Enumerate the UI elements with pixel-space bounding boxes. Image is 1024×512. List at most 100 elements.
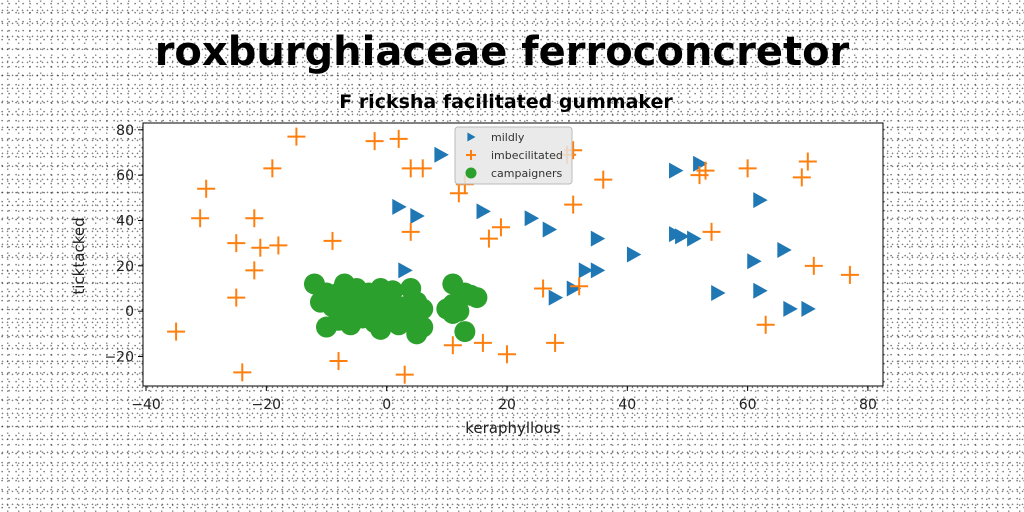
y-tick-label: 20: [116, 259, 134, 275]
data-point-imbecilitated: [233, 363, 252, 382]
data-point-imbecilitated: [840, 265, 859, 284]
data-point-imbecilitated: [491, 218, 510, 237]
x-tick-label: 0: [382, 397, 391, 413]
data-point-imbecilitated: [546, 333, 565, 352]
data-point-mildly: [753, 192, 768, 209]
y-tick-label: 40: [116, 213, 134, 229]
data-point-mildly: [669, 226, 684, 243]
data-point-imbecilitated: [534, 279, 553, 298]
data-point-imbecilitated: [413, 159, 432, 178]
data-point-imbecilitated: [443, 336, 462, 355]
data-point-mildly: [524, 210, 540, 227]
data-point-campaigners: [328, 282, 350, 304]
data-point-imbecilitated: [323, 231, 342, 250]
data-point-imbecilitated: [738, 159, 757, 178]
data-point-mildly: [578, 262, 594, 279]
data-point-imbecilitated: [263, 159, 282, 178]
data-point-campaigners: [388, 305, 410, 327]
data-point-mildly: [398, 262, 413, 279]
y-axis: −20 0 20 40 60 80: [104, 123, 143, 366]
data-point-imbecilitated: [570, 277, 589, 296]
data-point-mildly: [777, 241, 792, 258]
data-point-mildly: [747, 253, 762, 270]
x-tick-label: 40: [618, 397, 636, 413]
data-point-campaigners: [376, 287, 398, 309]
data-point-campaigners: [454, 321, 476, 343]
data-point-mildly: [801, 300, 816, 317]
chart-title: roxburghiaceae ferroconcretor: [155, 29, 850, 75]
y-tick-label: 80: [116, 123, 134, 139]
data-point-mildly: [542, 221, 558, 238]
data-point-imbecilitated: [702, 222, 721, 241]
legend-marker-mildly: [467, 132, 476, 142]
data-point-imbecilitated: [594, 170, 613, 189]
data-point-mildly: [687, 230, 702, 247]
data-point-imbecilitated: [792, 168, 811, 187]
data-point-imbecilitated: [696, 161, 715, 180]
data-point-imbecilitated: [479, 229, 498, 248]
data-point-campaigners: [412, 298, 434, 320]
data-point-imbecilitated: [227, 234, 246, 253]
data-point-mildly: [753, 282, 768, 299]
legend-label: campaigners: [491, 167, 563, 180]
data-point-imbecilitated: [401, 222, 420, 241]
legend: mildly imbecilitated campaigners: [454, 126, 573, 185]
data-point-imbecilitated: [245, 261, 264, 280]
data-point-mildly: [669, 162, 684, 179]
legend-label: imbecilitated: [491, 149, 563, 162]
y-tick-label: 0: [125, 304, 134, 320]
x-tick-label: 60: [739, 397, 757, 413]
data-point-imbecilitated: [389, 129, 408, 148]
data-point-mildly: [711, 285, 726, 302]
x-axis: −40 −20 0 20 40 60 80: [131, 386, 877, 413]
data-point-imbecilitated: [497, 345, 516, 364]
data-point-mildly: [410, 207, 425, 224]
data-point-campaigners: [466, 287, 488, 309]
data-point-campaigners: [352, 287, 374, 309]
legend-marker-imbecilitated: [466, 150, 476, 160]
data-point-imbecilitated: [269, 236, 288, 255]
data-point-imbecilitated: [227, 288, 246, 307]
data-point-imbecilitated: [756, 315, 775, 334]
x-tick-label: 80: [859, 397, 877, 413]
legend-label: mildly: [491, 131, 525, 144]
data-point-campaigners: [406, 323, 428, 345]
data-point-imbecilitated: [245, 209, 264, 228]
data-point-imbecilitated: [365, 132, 384, 151]
data-point-mildly: [590, 230, 606, 247]
data-point-mildly: [626, 246, 642, 263]
data-point-mildly: [783, 300, 798, 317]
data-point-imbecilitated: [167, 322, 186, 341]
y-axis-label: ticktacked: [70, 217, 88, 294]
y-tick-label: 60: [116, 168, 134, 184]
legend-box: [454, 126, 573, 185]
legend-marker-campaigners: [465, 167, 477, 179]
data-point-imbecilitated: [395, 365, 414, 384]
data-point-campaigners: [370, 318, 392, 340]
data-point-imbecilitated: [197, 179, 216, 198]
data-point-campaigners: [334, 302, 356, 324]
data-points: [167, 127, 859, 384]
data-point-mildly: [693, 155, 708, 172]
data-point-imbecilitated: [804, 256, 823, 275]
data-point-imbecilitated: [564, 195, 583, 214]
data-point-mildly: [566, 280, 582, 297]
x-tick-label: −40: [131, 397, 161, 413]
data-point-campaigners: [436, 298, 458, 320]
data-point-imbecilitated: [251, 238, 270, 257]
data-point-mildly: [548, 289, 564, 306]
data-point-mildly: [392, 198, 407, 215]
data-point-imbecilitated: [191, 209, 210, 228]
x-axis-label: keraphyllous: [465, 419, 561, 437]
data-point-imbecilitated: [449, 184, 468, 203]
chart-subtitle: F ricksha facilitated gummaker: [339, 91, 673, 113]
x-tick-label: −20: [252, 397, 282, 413]
data-point-imbecilitated: [287, 127, 306, 146]
data-point-imbecilitated: [473, 333, 492, 352]
y-tick-label: −20: [104, 350, 134, 366]
data-point-mildly: [434, 146, 449, 163]
data-point-imbecilitated: [329, 352, 348, 371]
data-point-mildly: [476, 203, 491, 220]
data-point-imbecilitated: [798, 152, 817, 171]
